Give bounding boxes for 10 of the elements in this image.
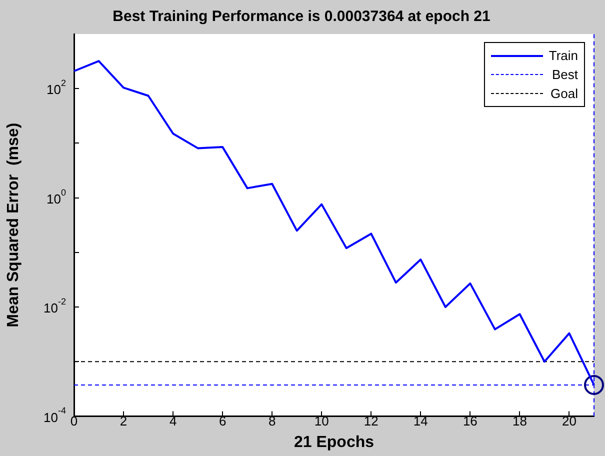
legend-label: Train [548,48,578,63]
x-tick-label: 10 [314,414,329,429]
x-tick-label: 4 [169,414,177,429]
y-axis-title: Mean Squared Error (mse) [5,122,22,328]
legend-label: Goal [550,86,578,101]
x-axis-title: 21 Epochs [294,434,374,451]
x-tick-label: 0 [70,414,78,429]
chart-title: Best Training Performance is 0.00037364 at epoch 21 [112,8,490,26]
legend-label: Best [552,67,578,82]
x-tick-label: 14 [413,414,428,429]
